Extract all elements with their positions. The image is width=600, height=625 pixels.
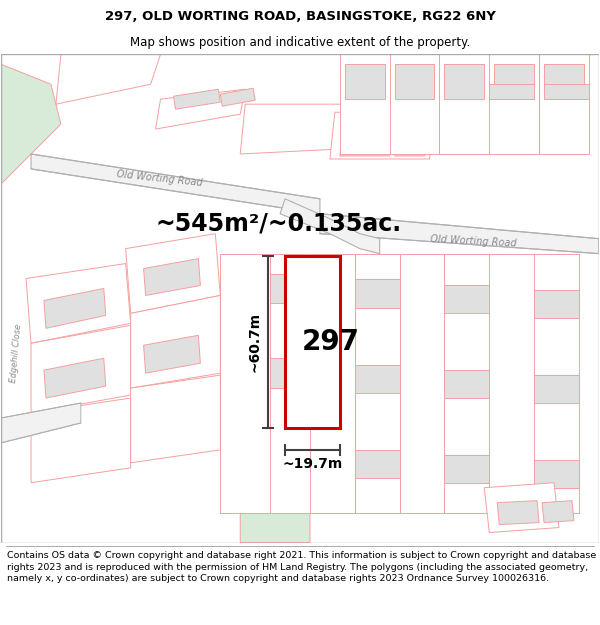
Polygon shape [131,296,220,388]
Polygon shape [494,64,534,99]
Polygon shape [310,254,355,512]
Polygon shape [484,482,559,532]
Polygon shape [143,335,200,373]
Polygon shape [270,274,310,303]
Polygon shape [539,54,589,154]
Bar [285,256,340,428]
Polygon shape [155,89,245,129]
Text: Edgehill Close: Edgehill Close [9,324,23,383]
Text: Map shows position and indicative extent of the property.: Map shows position and indicative extent… [130,36,470,49]
Polygon shape [131,375,220,462]
Polygon shape [534,460,579,488]
Text: 297, OLD WORTING ROAD, BASINGSTOKE, RG22 6NY: 297, OLD WORTING ROAD, BASINGSTOKE, RG22… [104,10,496,22]
Polygon shape [31,154,320,214]
Polygon shape [489,254,534,512]
Text: Old Worting Road: Old Worting Road [430,234,517,249]
Text: ~19.7m: ~19.7m [283,457,343,471]
Polygon shape [445,286,489,313]
Polygon shape [534,254,579,512]
Polygon shape [44,289,106,328]
Polygon shape [345,64,385,99]
Polygon shape [355,450,400,478]
Polygon shape [31,398,131,482]
Polygon shape [31,326,131,413]
Polygon shape [445,64,484,99]
Polygon shape [125,234,220,313]
Polygon shape [544,64,584,99]
Polygon shape [340,136,392,156]
Text: Old Worting Road: Old Worting Road [116,169,203,188]
Text: 297: 297 [301,328,359,356]
Polygon shape [489,84,534,99]
Polygon shape [445,370,489,398]
Polygon shape [489,54,539,154]
Polygon shape [270,254,310,512]
Polygon shape [445,455,489,482]
Polygon shape [395,139,427,156]
Text: ~60.7m: ~60.7m [247,312,261,372]
Polygon shape [544,84,589,99]
Polygon shape [355,365,400,393]
Polygon shape [44,358,106,398]
Polygon shape [542,501,574,522]
Polygon shape [355,254,400,512]
Polygon shape [1,403,81,443]
Text: Contains OS data © Crown copyright and database right 2021. This information is : Contains OS data © Crown copyright and d… [7,551,596,583]
Polygon shape [534,291,579,318]
Polygon shape [270,358,310,388]
Polygon shape [400,254,445,512]
Polygon shape [395,64,434,99]
Polygon shape [240,482,310,542]
Polygon shape [330,112,434,159]
Polygon shape [26,264,131,343]
Text: ~545m²/~0.135ac.: ~545m²/~0.135ac. [155,212,401,236]
Polygon shape [534,375,579,403]
Polygon shape [445,254,489,512]
Polygon shape [389,54,439,154]
Polygon shape [220,254,270,512]
Polygon shape [320,214,599,254]
Polygon shape [143,259,200,296]
Polygon shape [280,199,380,254]
Polygon shape [497,501,539,524]
Polygon shape [340,54,389,154]
Polygon shape [355,279,400,308]
Polygon shape [240,104,345,154]
Polygon shape [1,64,61,184]
Polygon shape [439,54,489,154]
Polygon shape [56,54,161,104]
Polygon shape [220,88,255,106]
Polygon shape [173,89,220,109]
